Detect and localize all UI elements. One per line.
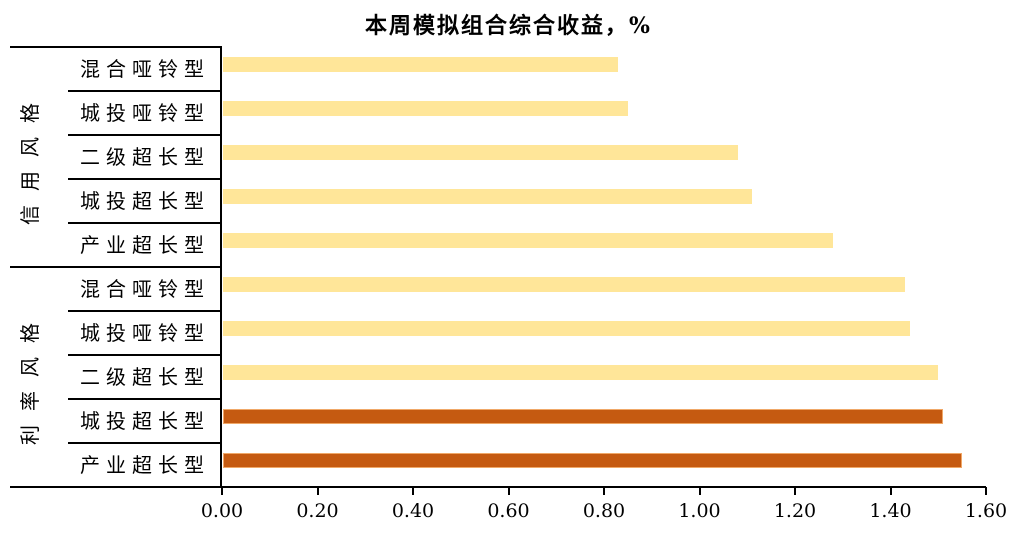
x-axis-tick-label: 1.00: [678, 500, 721, 522]
category-label: 混合哑铃型: [80, 57, 210, 81]
x-axis-tick-label: 0.20: [296, 500, 339, 522]
x-axis-tick-label: 0.40: [391, 500, 435, 522]
category-label: 城投超长型: [80, 409, 210, 433]
category-separator-line: [68, 178, 222, 180]
category-label: 混合哑铃型: [80, 277, 210, 301]
x-axis-tick: [698, 487, 701, 495]
y-axis-line: [220, 46, 222, 488]
chart-title: 本周模拟组合综合收益，%: [365, 13, 652, 39]
category-separator-line: [68, 222, 222, 224]
group-boundary-line: [10, 266, 222, 268]
category-label: 产业超长型: [80, 233, 210, 257]
bar-highlighted: [223, 409, 943, 424]
x-axis-tick: [316, 487, 319, 495]
x-axis-tick-label: 1.20: [773, 500, 817, 522]
x-axis-tick-label: 0.00: [200, 500, 244, 522]
category-label: 城投超长型: [80, 189, 210, 213]
bar-highlighted: [223, 453, 962, 468]
bar: [223, 233, 833, 248]
group-label: 利率风格: [18, 309, 42, 445]
category-separator-line: [68, 90, 222, 92]
x-axis-tick-label: 0.80: [582, 500, 626, 522]
category-separator-line: [68, 354, 222, 356]
x-axis-tick-label: 0.60: [487, 500, 530, 522]
category-separator-line: [68, 310, 222, 312]
x-axis-tick: [412, 487, 414, 495]
group-boundary-line: [10, 46, 222, 48]
bar: [223, 365, 938, 380]
bar: [223, 321, 910, 336]
category-label: 产业超长型: [80, 453, 210, 477]
bar: [223, 189, 752, 204]
category-label: 二级超长型: [80, 145, 210, 169]
category-separator-line: [68, 398, 222, 400]
category-label: 城投哑铃型: [80, 101, 210, 125]
x-axis-tick: [794, 487, 796, 495]
category-label: 二级超长型: [80, 365, 210, 389]
x-axis-tick-label: 1.40: [869, 500, 912, 522]
group-label: 信用风格: [18, 89, 42, 225]
x-axis-tick: [889, 487, 892, 495]
category-label: 城投哑铃型: [80, 321, 210, 345]
x-axis-tick: [985, 487, 987, 495]
category-separator-line: [68, 442, 222, 444]
x-axis-tick-label: 1.60: [964, 500, 1008, 522]
x-axis-tick: [507, 487, 510, 495]
x-axis-line: [10, 486, 986, 488]
bar: [223, 101, 628, 116]
category-separator-line: [68, 134, 222, 136]
x-axis-tick: [221, 487, 223, 495]
bar: [223, 277, 905, 292]
x-axis-tick: [603, 487, 605, 495]
bar: [223, 145, 738, 160]
bar: [223, 57, 618, 72]
